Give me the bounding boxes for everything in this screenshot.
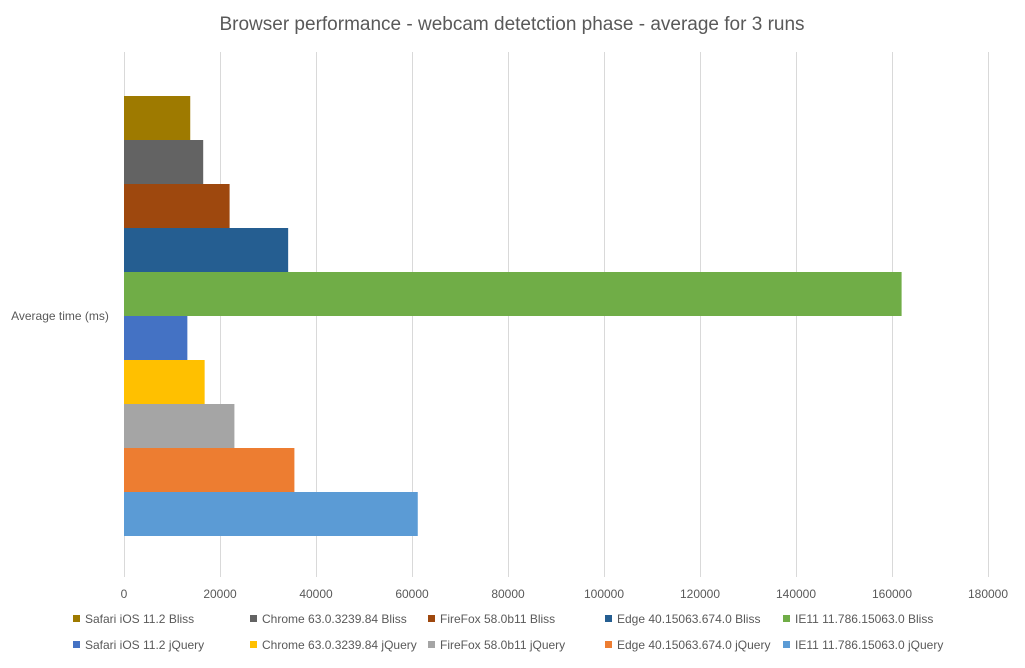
legend-swatch-9 xyxy=(783,641,790,648)
x-tick-label-7: 140000 xyxy=(776,587,816,601)
legend-label-2: FireFox 58.0b11 Bliss xyxy=(440,612,555,626)
bar-3 xyxy=(124,228,289,272)
bar-4 xyxy=(124,272,902,316)
x-tick-label-0: 0 xyxy=(121,587,128,601)
legend-swatch-3 xyxy=(605,615,612,622)
legend-swatch-4 xyxy=(783,615,790,622)
chart-title: Browser performance - webcam detetction … xyxy=(219,14,804,35)
legend: Safari iOS 11.2 Bliss Chrome 63.0.3239.84… xyxy=(73,612,943,652)
legend-label-9: IE11 11.786.15063.0 jQuery xyxy=(795,638,943,652)
x-tick-label-3: 60000 xyxy=(395,587,429,601)
x-tick-label-5: 100000 xyxy=(584,587,624,601)
legend-swatch-1 xyxy=(250,615,257,622)
legend-label-8: Edge 40.15063.674.0 jQuery xyxy=(617,638,770,652)
bar-8 xyxy=(124,448,295,492)
legend-swatch-0 xyxy=(73,615,80,622)
legend-swatch-5 xyxy=(73,641,80,648)
x-tick-label-4: 80000 xyxy=(491,587,525,601)
legend-swatch-7 xyxy=(428,641,435,648)
bar-6 xyxy=(124,360,205,404)
legend-label-7: FireFox 58.0b11 jQuery xyxy=(440,638,565,652)
bars xyxy=(124,96,902,536)
legend-label-5: Safari iOS 11.2 jQuery xyxy=(85,638,204,652)
bar-5 xyxy=(124,316,188,360)
legend-label-0: Safari iOS 11.2 Bliss xyxy=(85,612,194,626)
legend-swatch-6 xyxy=(250,641,257,648)
x-tick-label-9: 180000 xyxy=(968,587,1008,601)
x-tick-label-2: 40000 xyxy=(299,587,333,601)
legend-label-1: Chrome 63.0.3239.84 Bliss xyxy=(262,612,407,626)
x-axis-ticks: 0 20000 40000 60000 80000 100000 120000 140000 1… xyxy=(121,587,1009,601)
bar-7 xyxy=(124,404,235,448)
legend-label-6: Chrome 63.0.3239.84 jQuery xyxy=(262,638,417,652)
x-tick-label-6: 120000 xyxy=(680,587,720,601)
bar-0 xyxy=(124,96,191,140)
legend-label-3: Edge 40.15063.674.0 Bliss xyxy=(617,612,760,626)
x-tick-label-1: 20000 xyxy=(203,587,237,601)
category-label: Average time (ms) xyxy=(11,309,109,323)
bar-9 xyxy=(124,492,418,536)
legend-swatch-8 xyxy=(605,641,612,648)
bar-2 xyxy=(124,184,230,228)
bar-1 xyxy=(124,140,204,184)
x-tick-label-8: 160000 xyxy=(872,587,912,601)
legend-label-4: IE11 11.786.15063.0 Bliss xyxy=(795,612,933,626)
legend-swatch-2 xyxy=(428,615,435,622)
